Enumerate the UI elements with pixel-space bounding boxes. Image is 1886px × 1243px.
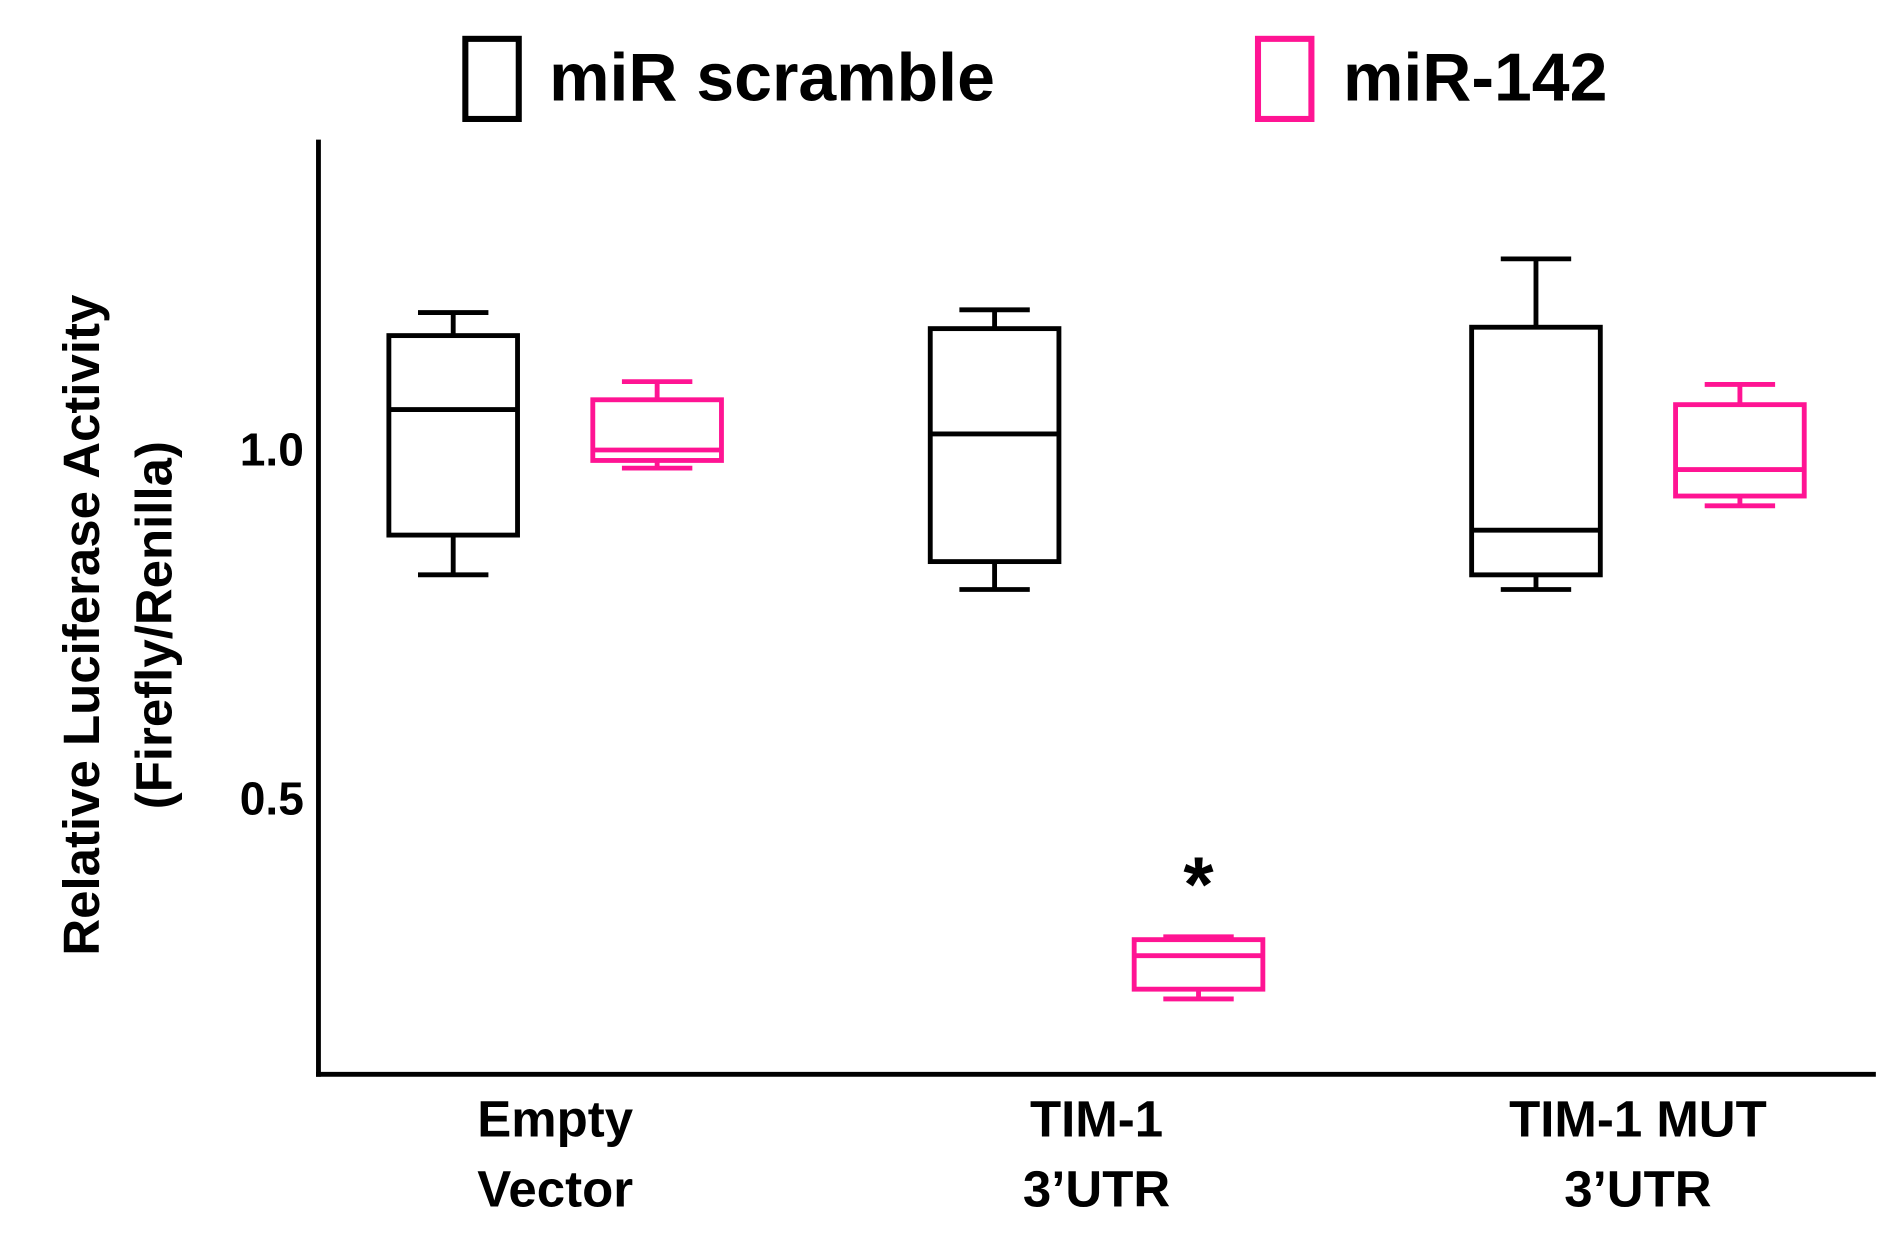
box	[386, 333, 520, 538]
x-tick-label: Empty	[477, 1090, 633, 1147]
box	[1131, 937, 1266, 992]
significance-mark: *	[1183, 842, 1214, 928]
y-axis-label: Relative Luciferase Activity	[53, 294, 110, 956]
box	[1673, 402, 1807, 499]
x-tick-label: 3’UTR	[1564, 1161, 1711, 1218]
y-tick-label: 1.0	[240, 424, 304, 476]
box	[1469, 324, 1603, 578]
legend-label: miR-142	[1343, 39, 1607, 115]
x-tick-label: 3’UTR	[1023, 1161, 1170, 1218]
legend-swatch	[462, 35, 522, 122]
legend-label: miR scramble	[549, 39, 995, 115]
y-axis-label: (Firefly/Renilla)	[126, 441, 183, 809]
legend-swatch	[1254, 35, 1315, 122]
x-tick-label: TIM-1 MUT	[1509, 1090, 1767, 1147]
x-tick-label: Vector	[477, 1161, 633, 1218]
box	[927, 326, 1062, 565]
y-tick-label: 0.5	[240, 772, 304, 824]
x-tick-label: TIM-1	[1030, 1090, 1163, 1147]
